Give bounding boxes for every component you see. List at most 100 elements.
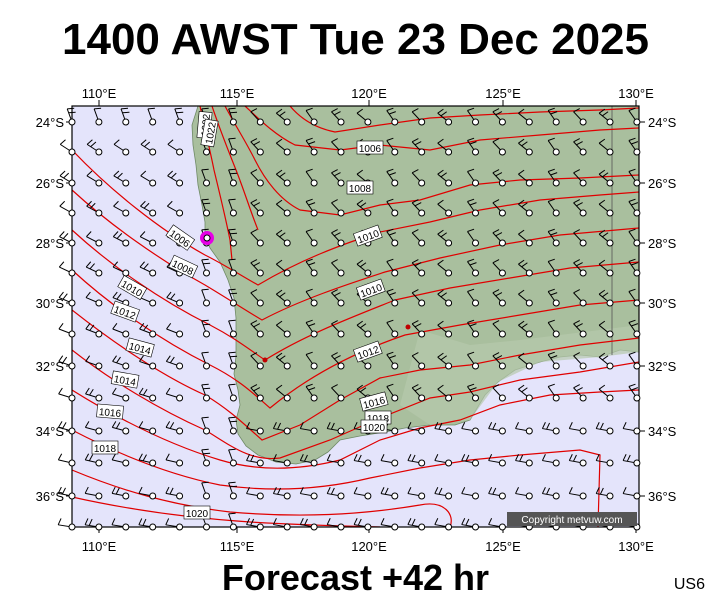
wind-barb — [411, 199, 426, 217]
wind-barb — [112, 323, 130, 338]
wind-barb — [628, 258, 641, 277]
station-circle — [445, 239, 453, 247]
wind-barb — [568, 422, 587, 435]
station-circle — [633, 239, 641, 247]
wind-barb — [138, 518, 157, 531]
wind-barb — [165, 518, 184, 531]
station-circle — [203, 299, 210, 307]
station-circle — [498, 179, 506, 187]
wind-barb — [272, 454, 291, 467]
wind-barb — [437, 169, 453, 187]
station-circle — [472, 299, 479, 307]
station-circle — [472, 179, 479, 187]
station-circle — [256, 299, 264, 307]
wind-barb — [356, 108, 372, 126]
wind-barb — [228, 137, 237, 156]
station-circle — [525, 299, 533, 307]
station-circle — [472, 394, 479, 402]
wind-barb — [411, 169, 426, 187]
station-circle — [310, 330, 318, 338]
station-circle — [283, 394, 291, 402]
wind-barb — [492, 199, 506, 217]
station-circle — [579, 394, 587, 402]
station-circle — [633, 427, 641, 435]
station-circle — [122, 427, 130, 435]
wind-barb — [228, 107, 238, 126]
wind-barb — [386, 383, 399, 402]
isobar-line — [224, 106, 639, 216]
wind-barb — [595, 487, 614, 500]
station-circle — [364, 209, 372, 217]
station-circle — [68, 427, 76, 435]
isobar-label: 1008 — [346, 180, 374, 195]
station-circle — [418, 394, 426, 402]
station-circle — [68, 179, 76, 187]
station-circle — [149, 362, 157, 370]
station-circle — [472, 118, 479, 126]
station-circle — [445, 179, 453, 187]
wind-barb — [437, 384, 453, 402]
wind-barb — [326, 518, 345, 531]
wind-barb — [167, 139, 184, 156]
wind-barb — [386, 258, 399, 277]
lon-label-top: 130°E — [618, 86, 654, 101]
station-circle — [472, 362, 479, 370]
station-circle — [579, 459, 587, 467]
station-circle — [203, 209, 210, 217]
station-circle — [68, 269, 76, 277]
wind-barb — [518, 384, 533, 402]
station-circle — [579, 362, 587, 370]
station-circle — [525, 239, 533, 247]
wind-barb — [547, 107, 560, 126]
wind-barb — [201, 288, 210, 307]
wind-barb — [201, 319, 211, 338]
station-circle — [498, 492, 506, 500]
station-circle — [256, 118, 264, 126]
station-circle — [256, 427, 264, 435]
station-circle — [579, 330, 587, 338]
wind-barb — [276, 169, 291, 187]
station-circle — [149, 330, 157, 338]
wind-barb — [84, 518, 103, 531]
wind-barb — [467, 228, 479, 247]
wind-barb — [305, 383, 318, 402]
station-circle — [418, 492, 426, 500]
wind-barb — [518, 108, 533, 126]
wind-barb — [492, 352, 506, 370]
copyright-text: Copyright metvuw.com — [521, 515, 622, 526]
wind-barb — [488, 518, 506, 531]
station-circle — [149, 299, 157, 307]
wind-barb — [331, 384, 345, 402]
isobar-label: 1020 — [183, 505, 211, 520]
wind-barb — [598, 259, 614, 277]
rain-dot — [405, 324, 411, 330]
isobar-label: 1022 — [200, 118, 219, 148]
wind-barb — [86, 170, 103, 187]
wind-barb — [518, 138, 533, 156]
svg-text:1020: 1020 — [186, 509, 209, 520]
wind-barb — [228, 351, 238, 370]
station-circle — [552, 492, 560, 500]
station-circle — [472, 269, 479, 277]
svg-text:1018: 1018 — [367, 414, 390, 425]
station-circle — [472, 209, 479, 217]
station-circle — [283, 523, 291, 531]
station-circle — [310, 394, 318, 402]
station-circle — [95, 427, 103, 435]
station-circle — [633, 299, 641, 307]
station-circle — [176, 148, 184, 156]
wind-barb — [411, 108, 426, 126]
station-circle — [337, 394, 345, 402]
station-circle — [149, 118, 157, 126]
forecast-label: Forecast +42 hr — [221, 557, 490, 598]
wind-barb — [434, 487, 453, 500]
wind-barb — [228, 198, 237, 217]
station-circle — [445, 362, 453, 370]
station-circle — [256, 209, 264, 217]
station-circle — [337, 459, 345, 467]
station-circle — [176, 492, 184, 500]
wind-barb — [628, 198, 641, 217]
wind-barb — [434, 518, 453, 531]
wind-barb — [598, 169, 614, 187]
station-circle — [498, 239, 506, 247]
